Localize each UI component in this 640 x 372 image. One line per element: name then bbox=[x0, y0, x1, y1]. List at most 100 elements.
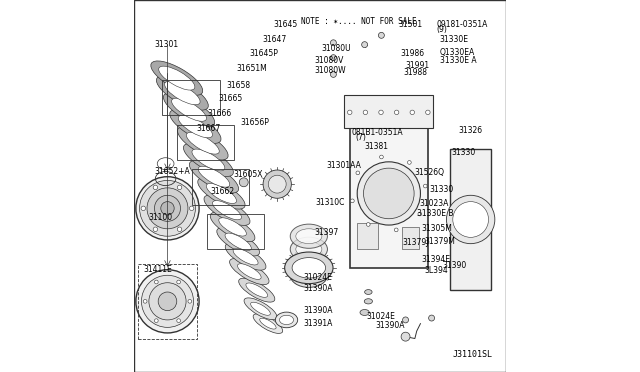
Bar bbox=[207, 214, 264, 249]
Bar bbox=[191, 169, 250, 205]
Ellipse shape bbox=[212, 201, 241, 220]
Circle shape bbox=[161, 202, 174, 215]
Circle shape bbox=[453, 202, 488, 237]
Text: 31651M: 31651M bbox=[236, 64, 267, 73]
Ellipse shape bbox=[296, 242, 322, 257]
Text: 31991: 31991 bbox=[406, 61, 429, 70]
Text: 31379J: 31379J bbox=[403, 238, 429, 247]
Circle shape bbox=[177, 185, 182, 190]
Circle shape bbox=[239, 178, 248, 187]
Ellipse shape bbox=[275, 312, 298, 328]
Ellipse shape bbox=[159, 66, 195, 90]
Text: 31394E: 31394E bbox=[421, 255, 450, 264]
Text: 31024E: 31024E bbox=[303, 273, 332, 282]
Ellipse shape bbox=[291, 237, 328, 261]
Circle shape bbox=[410, 110, 415, 115]
Ellipse shape bbox=[186, 132, 220, 154]
Circle shape bbox=[141, 206, 145, 211]
Ellipse shape bbox=[163, 93, 214, 127]
Ellipse shape bbox=[280, 315, 294, 324]
Ellipse shape bbox=[170, 109, 221, 144]
Text: 31326: 31326 bbox=[458, 126, 483, 135]
Text: 09181-0351A: 09181-0351A bbox=[436, 20, 488, 29]
Circle shape bbox=[147, 188, 188, 229]
Text: 31397: 31397 bbox=[314, 228, 339, 237]
Circle shape bbox=[330, 55, 337, 61]
Circle shape bbox=[378, 32, 385, 38]
Circle shape bbox=[418, 212, 422, 216]
Circle shape bbox=[429, 315, 435, 321]
Text: 31988: 31988 bbox=[403, 68, 428, 77]
Ellipse shape bbox=[192, 149, 225, 171]
Ellipse shape bbox=[291, 263, 328, 287]
Bar bbox=[349, 112, 428, 268]
Ellipse shape bbox=[292, 257, 326, 278]
Bar bbox=[177, 125, 234, 160]
Text: 31379M: 31379M bbox=[425, 237, 456, 246]
Text: 31330E B: 31330E B bbox=[417, 209, 454, 218]
Text: (7): (7) bbox=[355, 133, 366, 142]
Ellipse shape bbox=[296, 255, 322, 270]
Text: (9): (9) bbox=[436, 25, 447, 33]
Text: 31080V: 31080V bbox=[314, 56, 344, 65]
Circle shape bbox=[380, 155, 383, 159]
Circle shape bbox=[153, 185, 157, 190]
Ellipse shape bbox=[364, 299, 372, 304]
Text: 31080U: 31080U bbox=[322, 44, 351, 53]
Ellipse shape bbox=[179, 115, 212, 138]
Circle shape bbox=[141, 275, 193, 327]
Text: 31658: 31658 bbox=[227, 81, 250, 90]
Bar bbox=[162, 80, 220, 115]
Text: 31100: 31100 bbox=[148, 213, 172, 222]
Text: 31667: 31667 bbox=[196, 124, 221, 133]
Circle shape bbox=[140, 180, 195, 236]
Circle shape bbox=[136, 177, 199, 240]
Ellipse shape bbox=[189, 160, 239, 193]
Text: 3L394: 3L394 bbox=[425, 266, 449, 275]
Text: 31310C: 31310C bbox=[316, 198, 345, 207]
Ellipse shape bbox=[225, 233, 252, 250]
Text: 31305M: 31305M bbox=[421, 224, 452, 233]
Circle shape bbox=[330, 71, 337, 77]
Circle shape bbox=[401, 332, 410, 341]
Ellipse shape bbox=[217, 228, 260, 256]
Circle shape bbox=[357, 162, 420, 225]
Circle shape bbox=[149, 283, 186, 320]
Circle shape bbox=[348, 110, 352, 115]
Text: 081B1-0351A: 081B1-0351A bbox=[351, 128, 403, 137]
Text: 31024E: 31024E bbox=[367, 312, 396, 321]
Ellipse shape bbox=[204, 195, 250, 225]
Circle shape bbox=[363, 110, 367, 115]
Circle shape bbox=[136, 270, 199, 333]
Circle shape bbox=[263, 170, 291, 198]
Text: 31390A: 31390A bbox=[375, 321, 404, 330]
Circle shape bbox=[330, 40, 337, 46]
Text: 31645P: 31645P bbox=[250, 49, 278, 58]
Text: 31411E: 31411E bbox=[143, 265, 172, 274]
Circle shape bbox=[177, 319, 180, 323]
Bar bbox=[450, 149, 491, 290]
Bar bbox=[402, 227, 419, 249]
Text: 31645: 31645 bbox=[273, 20, 298, 29]
Text: 31501: 31501 bbox=[398, 20, 422, 29]
Ellipse shape bbox=[184, 144, 234, 176]
Text: 31080W: 31080W bbox=[314, 66, 346, 75]
Circle shape bbox=[367, 222, 370, 226]
Circle shape bbox=[177, 227, 182, 231]
Ellipse shape bbox=[164, 81, 200, 105]
Ellipse shape bbox=[230, 259, 269, 285]
Ellipse shape bbox=[172, 98, 207, 121]
Circle shape bbox=[394, 110, 399, 115]
Ellipse shape bbox=[246, 283, 268, 297]
Text: 31391A: 31391A bbox=[303, 319, 333, 328]
Text: 31526Q: 31526Q bbox=[415, 169, 445, 177]
Circle shape bbox=[379, 110, 383, 115]
Ellipse shape bbox=[225, 243, 266, 270]
Circle shape bbox=[154, 319, 158, 323]
Bar bbox=[357, 223, 378, 249]
Circle shape bbox=[356, 171, 360, 175]
Circle shape bbox=[362, 42, 367, 48]
Ellipse shape bbox=[253, 314, 283, 333]
Ellipse shape bbox=[291, 224, 328, 248]
Circle shape bbox=[351, 199, 354, 203]
